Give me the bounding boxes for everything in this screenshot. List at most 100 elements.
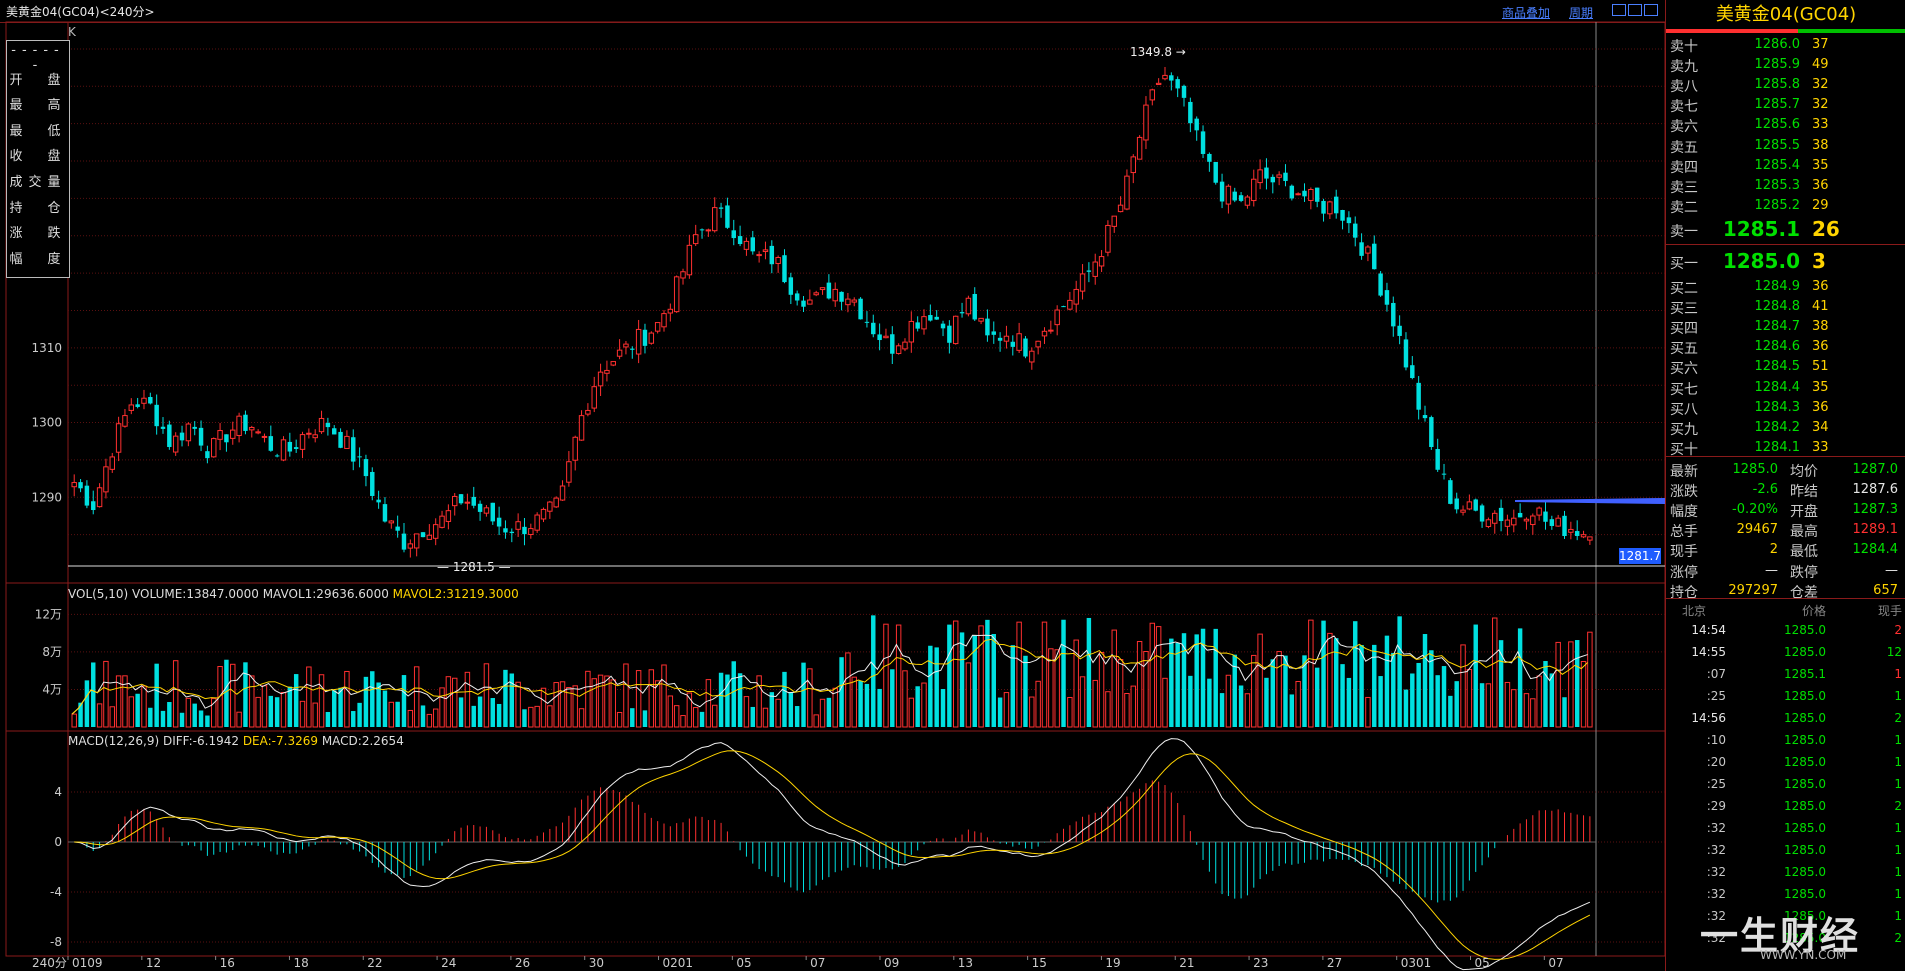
volume-indicator-label: VOL(5,10) VOLUME:13847.0000 MAVOL1:29636… [68,587,519,601]
book-price: 1284.2 [1754,419,1801,435]
ask-row[interactable]: 卖一 1285.1 26 [1666,217,1905,241]
volume-bar [1194,634,1199,727]
tick-price: 1285.0 [1784,623,1826,637]
volume-bar [236,711,242,728]
ask-row[interactable]: 卖十 1286.0 37 [1666,34,1905,55]
ask-row[interactable]: 卖八 1285.8 32 [1666,74,1905,95]
quote-value: — [1765,562,1778,578]
volume-bar [445,676,452,728]
volume-bar [420,705,426,727]
order-book-title: 美黄金04(GC04) [1715,4,1857,25]
volume-bar [280,692,287,728]
bid-row[interactable]: 买四 1284.7 38 [1666,316,1905,337]
legend-item: 最 高 [9,98,67,114]
ask-row[interactable]: 卖三 1285.3 36 [1666,175,1905,196]
candle-body [705,229,712,232]
restore-icon[interactable] [1628,4,1642,16]
chart-canvas[interactable]: K 1310 1300 1290 1349.8 → — 1281.5 — 1281.7 12万… [0,0,1665,971]
candle-body [972,294,977,320]
vol-mavol1: MAVOL1:29636.6000 [262,587,389,601]
candle-body [141,397,147,404]
candle-body [635,328,642,355]
tick-volume: 2 [1894,711,1902,725]
bid-row[interactable]: 买七 1284.4 35 [1666,377,1905,398]
candle-body [839,291,844,302]
close-icon[interactable] [1644,4,1658,16]
overlay-link[interactable]: 商品叠加 [1502,6,1551,20]
bid-row[interactable]: 买十 1284.1 33 [1666,437,1905,458]
quote-label: 总手 [1670,524,1698,541]
tick-price: 1285.0 [1784,799,1826,813]
bid-row[interactable]: 买二 1284.9 36 [1666,276,1905,297]
minimize-icon[interactable] [1612,4,1626,16]
tick-row: :32 1285.0 1 [1666,819,1905,839]
candle-body [280,439,287,461]
volume-bar [192,703,197,727]
volume-bar [1454,681,1459,727]
ohlc-legend-box: ------ 开 盘最 高最 低收 盘成交量持 仓涨 跌幅 度 [6,40,70,278]
bid-row[interactable]: 买六 1284.5 51 [1666,356,1905,377]
book-price: 1286.0 [1754,37,1801,52]
bid-row[interactable]: 买三 1284.8 41 [1666,296,1905,317]
candle-body [192,426,197,429]
volume-bar [1359,645,1364,727]
volume-bar [318,674,325,728]
candle-body [299,434,306,450]
volume-bar [648,669,655,728]
candle-body [388,520,395,524]
book-volume: 3 [1812,249,1826,273]
ask-row[interactable]: 卖四 1285.4 35 [1666,155,1905,176]
volume-bar [1321,620,1326,727]
volume-bar [230,663,236,728]
bid-row[interactable]: 买八 1284.3 36 [1666,397,1905,418]
quote-label: 开盘 [1790,504,1818,521]
volume-bar [883,623,889,728]
tick-header-time: 北京 [1681,604,1706,618]
volume-bar [1523,693,1530,728]
current-price-tag: 1281.7 [1619,549,1661,563]
candle-body [1536,507,1542,516]
candle-body [1485,519,1492,527]
volume-bar [363,676,369,727]
candle-body [357,456,362,458]
tick-price: 1285.0 [1784,821,1826,835]
candle-body [274,455,280,457]
candle-body [661,313,667,328]
ask-row[interactable]: 卖五 1285.5 38 [1666,135,1905,156]
tick-price: 1285.0 [1784,887,1826,901]
volume-bar [1340,664,1345,727]
volume-bar [167,702,172,727]
chart-area[interactable]: 美黄金04(GC04)<240分> 商品叠加 周期 K 1310 1300 1290 1… [0,0,1665,971]
quote-value: 1284.4 [1852,542,1899,558]
volume-bar [578,708,585,728]
candle-body [439,515,445,528]
bid-row[interactable]: 买五 1284.6 36 [1666,336,1905,357]
candle-body [1448,480,1453,504]
volume-bar [819,698,826,728]
ask-row[interactable]: 卖二 1285.2 29 [1666,195,1905,216]
candle-body [1435,449,1440,470]
volume-bar [623,663,629,728]
book-label: 卖二 [1670,199,1698,216]
ask-row[interactable]: 卖六 1285.6 33 [1666,114,1905,135]
candle-body [813,292,819,296]
book-label: 买八 [1670,401,1698,418]
ask-row[interactable]: 卖九 1285.9 49 [1666,54,1905,75]
volume-bar [991,634,996,727]
candle-body [230,429,236,439]
candle-body [673,276,680,313]
period-link[interactable]: 周期 [1569,6,1594,20]
volume-bar [1441,666,1447,727]
tick-row: :25 1285.0 1 [1666,687,1905,707]
vol-volume: VOLUME:13847.0000 [132,587,259,601]
volume-bar [255,696,261,728]
candle-body [985,318,990,336]
candle-body [1372,243,1377,270]
ask-row[interactable]: 卖七 1285.7 32 [1666,94,1905,115]
quote-value: — [1885,562,1898,578]
bid-row[interactable]: 买九 1284.2 34 [1666,417,1905,438]
candle-body [604,369,610,374]
vol-name: VOL(5,10) [68,587,129,601]
tick-volume: 1 [1894,667,1902,681]
bid-row[interactable]: 买一 1285.0 3 [1666,249,1905,273]
